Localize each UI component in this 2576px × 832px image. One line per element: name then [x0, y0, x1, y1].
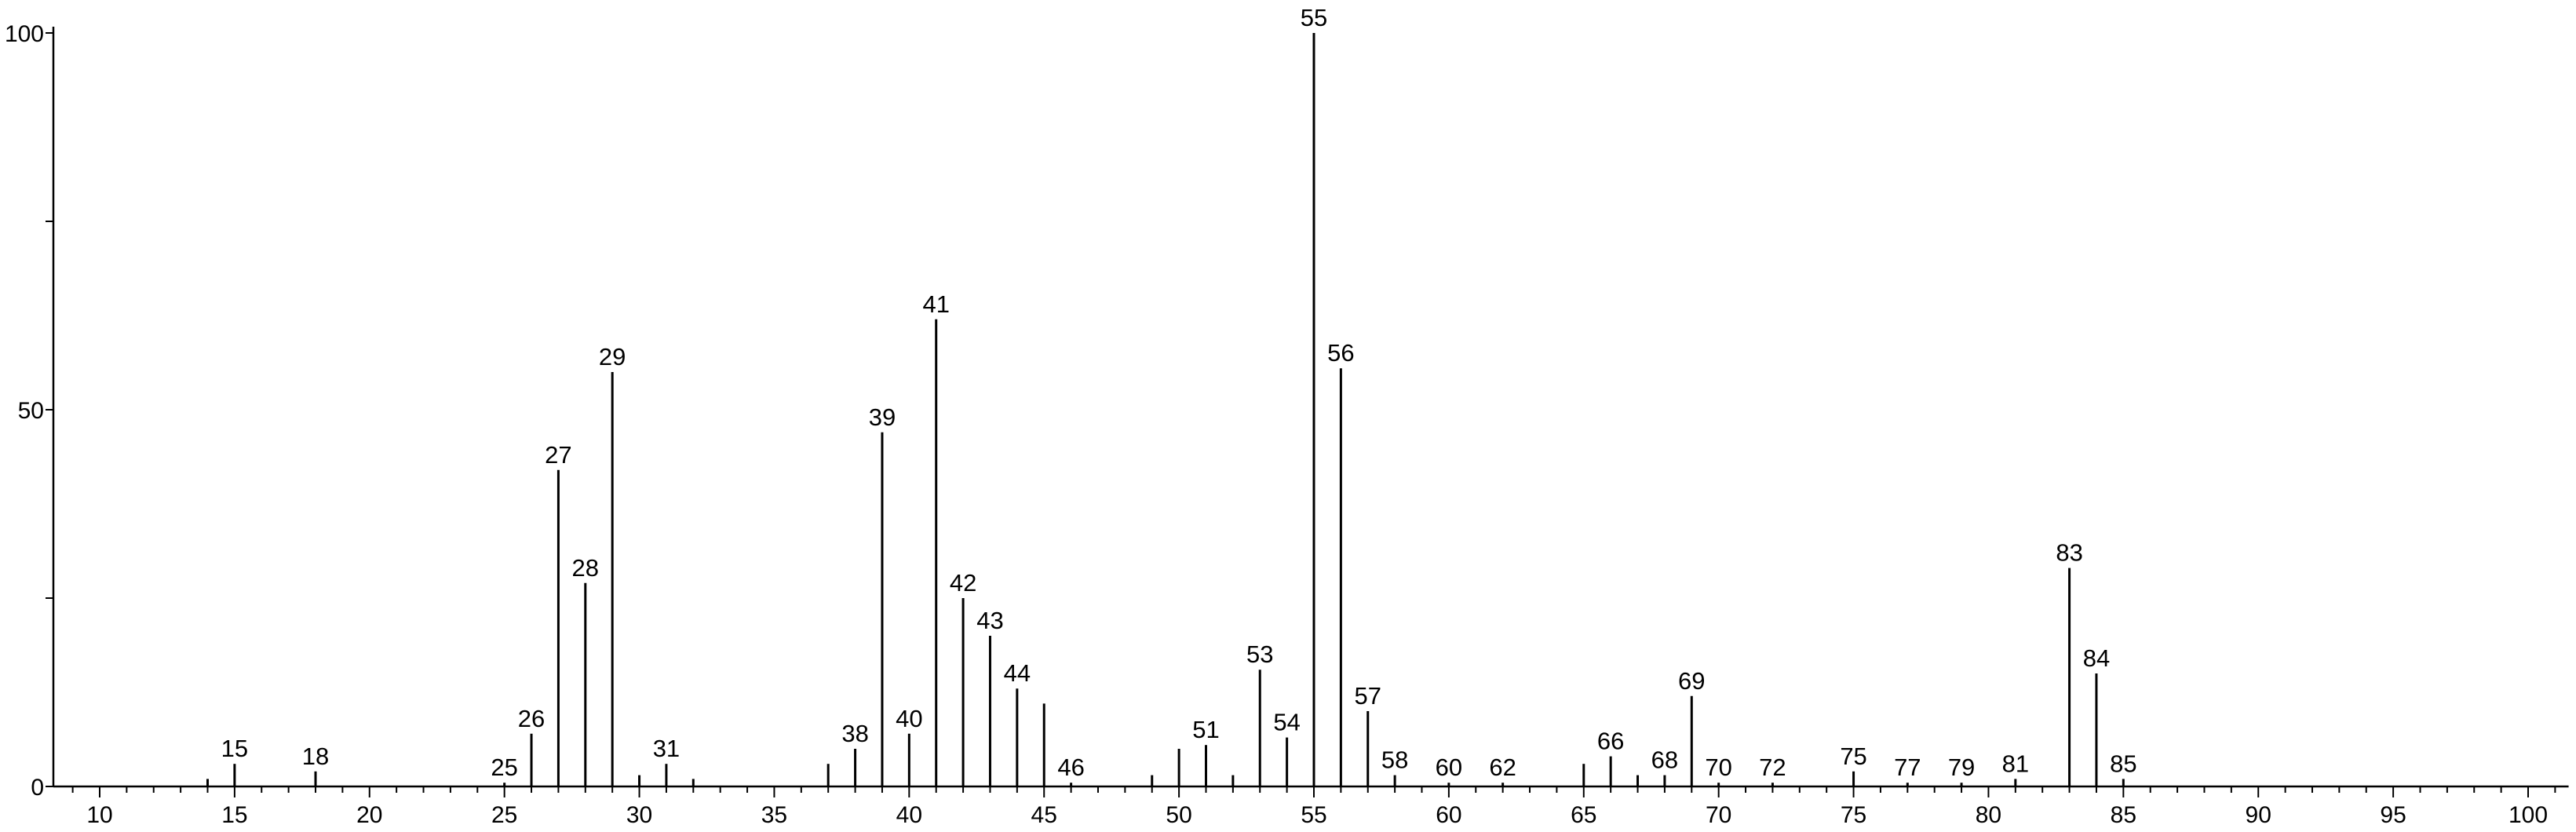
- peak-label: 31: [653, 735, 680, 762]
- x-tick-label: 30: [626, 802, 652, 828]
- peak-label: 75: [1840, 743, 1866, 770]
- peak-label: 18: [302, 743, 329, 770]
- peak-label: 40: [896, 705, 922, 732]
- x-tick-label: 65: [1571, 802, 1596, 828]
- y-axis-ticks: 0 50 100: [5, 21, 53, 801]
- peak-label: 15: [221, 735, 248, 762]
- peak-label: 53: [1246, 640, 1273, 668]
- x-tick-label: 10: [86, 802, 112, 828]
- peak-label: 44: [1004, 659, 1031, 687]
- x-tick-label: 60: [1436, 802, 1461, 828]
- peak-label: 83: [2056, 539, 2082, 567]
- peak-label: 26: [518, 705, 545, 732]
- x-tick-label: 40: [896, 802, 922, 828]
- y-tick-label: 100: [5, 21, 44, 47]
- x-tick-label: 45: [1031, 802, 1057, 828]
- peak-label: 27: [545, 441, 571, 469]
- peak-label: 66: [1597, 728, 1624, 755]
- peak-label: 38: [841, 720, 868, 747]
- y-tick-label: 0: [31, 775, 44, 801]
- peak-label: 29: [599, 343, 626, 370]
- peak-label: 72: [1759, 754, 1786, 781]
- x-tick-label: 35: [761, 802, 787, 828]
- peak-label: 55: [1301, 4, 1327, 31]
- peak-label: 51: [1192, 716, 1219, 743]
- x-tick-label: 20: [356, 802, 382, 828]
- x-tick-label: 70: [1706, 802, 1731, 828]
- peak-label: 77: [1894, 754, 1921, 781]
- x-tick-label: 15: [221, 802, 247, 828]
- peak-label: 68: [1651, 746, 1678, 774]
- x-tick-label: 80: [1976, 802, 2001, 828]
- x-tick-label: 95: [2380, 802, 2406, 828]
- x-tick-label: 85: [2111, 802, 2136, 828]
- peak-label: 70: [1705, 754, 1731, 781]
- peak-label: 60: [1436, 754, 1462, 781]
- peak-label: 43: [976, 607, 1003, 634]
- peak-label: 84: [2083, 644, 2110, 672]
- x-tick-label: 90: [2246, 802, 2271, 828]
- peak-label: 41: [922, 290, 949, 318]
- peak-label: 79: [1948, 754, 1975, 781]
- x-axis-ticks: 10 15 20 25 30 35 40 45 50 55 60 65 70 75 80 85 90 95 100: [71, 786, 2556, 828]
- peak-label: 42: [950, 569, 976, 597]
- peak-label: 46: [1057, 754, 1084, 781]
- peak-label: 28: [572, 554, 599, 582]
- x-tick-label: 55: [1301, 802, 1326, 828]
- peak-label: 69: [1678, 667, 1705, 695]
- peak-label: 58: [1381, 746, 1408, 774]
- x-tick-label: 100: [2508, 802, 2548, 828]
- peak-label: 81: [2002, 750, 2029, 777]
- x-tick-label: 75: [1841, 802, 1866, 828]
- y-tick-label: 50: [18, 398, 44, 424]
- peak-label: 39: [869, 403, 896, 431]
- peak-label: 54: [1273, 709, 1300, 736]
- peak-label: 62: [1489, 754, 1516, 781]
- x-tick-label: 25: [491, 802, 517, 828]
- peak-label: 25: [491, 754, 517, 781]
- peak-label: 57: [1355, 682, 1381, 710]
- peak-label: 56: [1327, 339, 1354, 367]
- peak-bars: [206, 33, 2125, 786]
- peak-label: 85: [2110, 750, 2136, 777]
- x-tick-label: 50: [1166, 802, 1191, 828]
